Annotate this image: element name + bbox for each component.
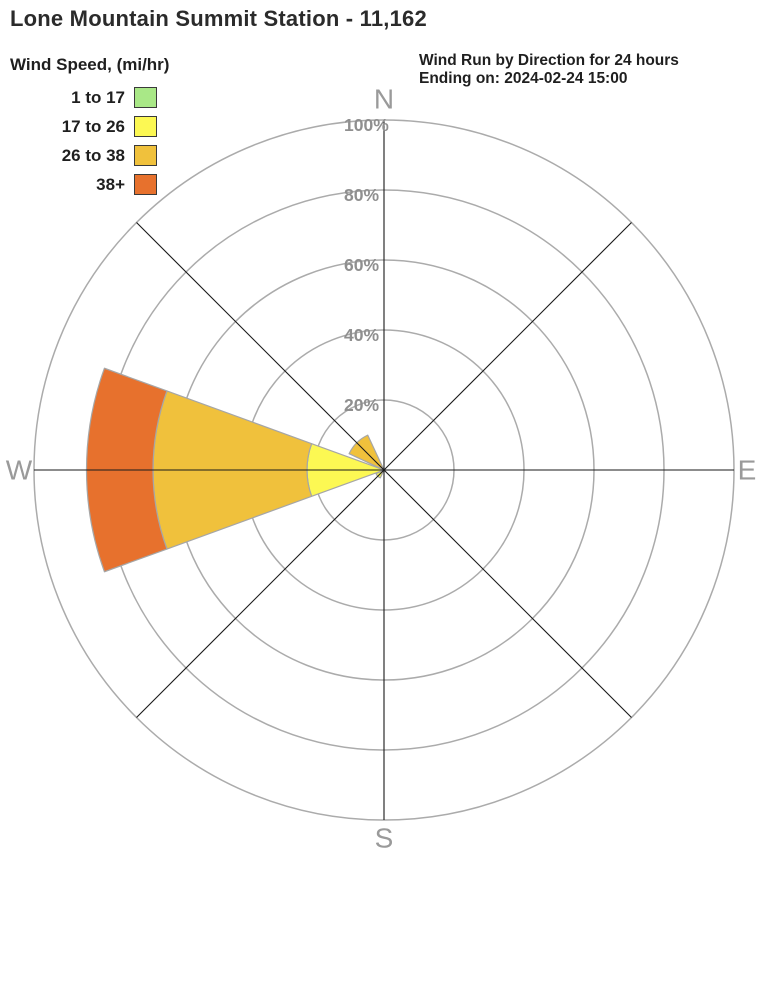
radial-tick-label: 60% <box>344 255 379 275</box>
legend-item: 26 to 38 <box>10 145 157 166</box>
compass-label-W: W <box>6 455 33 486</box>
page-title: Lone Mountain Summit Station - 11,162 <box>10 6 427 31</box>
legend-title: Wind Speed, (mi/hr) <box>10 55 170 74</box>
radial-tick-label: 80% <box>344 185 379 205</box>
radial-tick-label: 20% <box>344 395 379 415</box>
legend-swatch <box>134 145 157 166</box>
wind-speed-legend: 1 to 17 17 to 26 26 to 38 38+ <box>10 87 157 203</box>
radial-tick-label: 100% <box>344 115 389 135</box>
legend-swatch <box>134 174 157 195</box>
chart-subtitle-line2: Ending on: 2024-02-24 15:00 <box>419 69 628 87</box>
compass-spoke <box>136 222 632 718</box>
chart-subtitle-line1: Wind Run by Direction for 24 hours <box>419 52 679 69</box>
legend-item: 38+ <box>10 174 157 195</box>
legend-item-label: 38+ <box>96 174 125 194</box>
legend-item: 17 to 26 <box>10 116 157 137</box>
legend-swatch <box>134 87 157 108</box>
legend-swatch <box>134 116 157 137</box>
radial-tick-label: 40% <box>344 325 379 345</box>
legend-item: 1 to 17 <box>10 87 157 108</box>
compass-label-N: N <box>374 84 394 115</box>
compass-label-S: S <box>375 823 394 854</box>
legend-item-label: 17 to 26 <box>61 116 125 136</box>
compass-label-E: E <box>738 455 757 486</box>
legend-item-label: 26 to 38 <box>61 145 125 165</box>
chart-subtitle: Wind Run by Direction for 24 hours Endin… <box>419 52 679 87</box>
legend-item-label: 1 to 17 <box>71 87 125 107</box>
